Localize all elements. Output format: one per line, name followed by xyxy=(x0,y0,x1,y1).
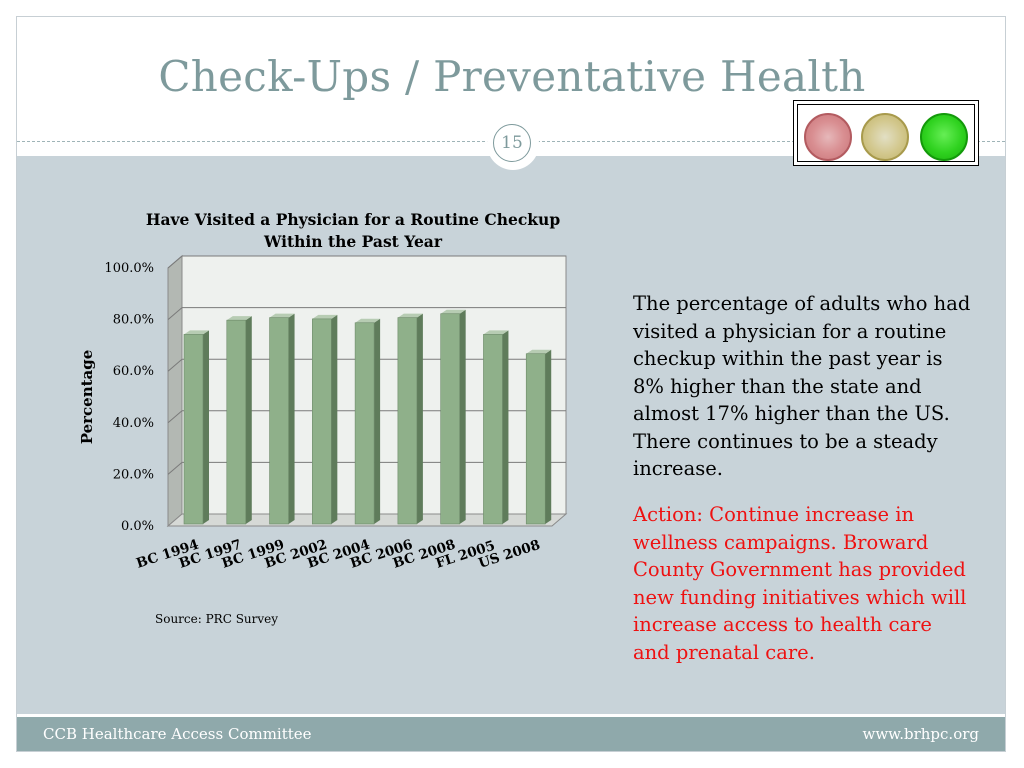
bar-top xyxy=(397,313,423,318)
chart-side-wall xyxy=(167,254,183,528)
bar-side xyxy=(545,349,552,524)
y-tick-label: 0.0% xyxy=(121,519,154,534)
bar-top xyxy=(440,309,466,314)
footer-bar: CCB Healthcare Access Committee www.brhp… xyxy=(17,717,1005,751)
gridline-side xyxy=(167,410,183,424)
bar-top xyxy=(312,314,338,319)
bar-side xyxy=(245,316,252,524)
bar-top xyxy=(226,316,252,321)
bar xyxy=(269,317,289,525)
gridline-side xyxy=(167,358,183,372)
bar-side xyxy=(459,309,466,524)
bar-top xyxy=(269,313,295,318)
y-tick-label: 100.0% xyxy=(104,261,154,276)
checkup-bar-chart: Have Visited a Physician for a Routine C… xyxy=(78,210,568,572)
green-light-icon xyxy=(920,113,968,161)
gridline-side xyxy=(167,307,183,320)
y-tick-label: 20.0% xyxy=(113,467,154,482)
bar-top xyxy=(184,330,209,335)
bar xyxy=(226,319,247,525)
footer-committee: CCB Healthcare Access Committee xyxy=(43,725,312,743)
bar-top xyxy=(355,318,381,323)
chart-source: Source: PRC Survey xyxy=(155,612,279,626)
action-text: Action: Continue increase in wellness ca… xyxy=(633,503,967,664)
bar-side xyxy=(374,318,381,524)
slide-title: Check-Ups / Preventative Health xyxy=(158,52,866,101)
bar-side xyxy=(502,330,509,524)
yellow-light-icon xyxy=(861,113,909,161)
gridline-side xyxy=(167,462,183,475)
bar xyxy=(440,313,460,525)
bar xyxy=(312,318,332,525)
bar-side xyxy=(288,313,295,524)
bar-side xyxy=(203,330,209,524)
traffic-light-indicator xyxy=(793,100,979,166)
bar xyxy=(354,322,375,525)
page-number: 15 xyxy=(493,124,531,162)
bar xyxy=(525,353,546,525)
bar-top xyxy=(483,330,509,335)
slide-frame xyxy=(16,16,1006,752)
bar xyxy=(397,317,418,525)
bar-side xyxy=(416,313,423,524)
bar-top xyxy=(526,349,552,354)
traffic-light-frame xyxy=(797,104,975,162)
footer-website-link[interactable]: www.brhpc.org xyxy=(862,725,979,743)
page-number-badge: 15 xyxy=(487,118,539,170)
summary-text: The percentage of adults who had visited… xyxy=(633,292,971,480)
gridline-side xyxy=(167,255,183,269)
bar xyxy=(483,334,503,525)
y-tick-label: 80.0% xyxy=(113,313,154,328)
bar-side xyxy=(331,314,338,524)
y-axis-label: Percentage xyxy=(78,350,96,445)
chart-title: Within the Past Year xyxy=(263,232,443,251)
chart-title: Have Visited a Physician for a Routine C… xyxy=(146,210,560,229)
red-light-icon xyxy=(804,113,852,161)
y-tick-label: 60.0% xyxy=(113,364,154,379)
bar xyxy=(183,334,204,525)
y-tick-label: 40.0% xyxy=(113,416,154,431)
